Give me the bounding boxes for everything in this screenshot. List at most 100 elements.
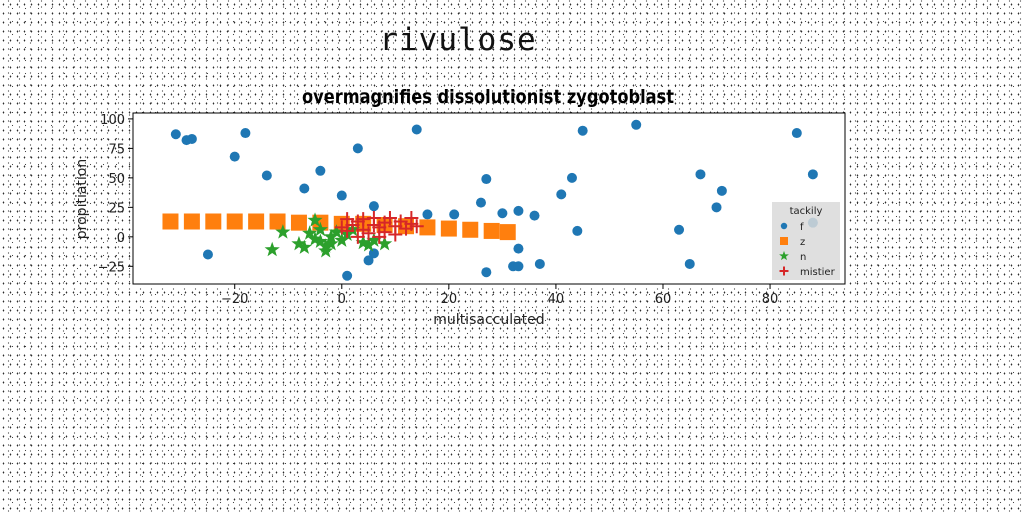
data-point: [462, 221, 479, 238]
legend-title: tackily: [790, 206, 823, 217]
legend-marker: [779, 266, 789, 276]
data-point: [475, 197, 486, 208]
x-axis-label: multisacculated: [433, 312, 544, 328]
data-point: [393, 214, 408, 229]
data-point: [318, 242, 334, 258]
data-point: [481, 174, 492, 185]
data-point: [299, 183, 310, 194]
data-point: [534, 258, 545, 269]
legend-label: z: [800, 237, 805, 248]
data-point: [366, 232, 382, 247]
y-axis: −25 0 25 50 75 100: [98, 113, 133, 275]
x-tick-label: 60: [655, 292, 672, 307]
y-tick-label: 100: [100, 113, 125, 128]
data-point: [499, 224, 516, 241]
legend-label: mistier: [800, 267, 836, 278]
data-point: [419, 219, 436, 236]
data-point: [368, 201, 379, 212]
legend-item: mistier: [779, 266, 836, 278]
data-point: [556, 189, 567, 200]
data-point: [382, 210, 397, 225]
data-point: [388, 227, 403, 242]
legend: tackily fzn mistier: [772, 202, 840, 280]
data-point: [202, 249, 213, 260]
data-point: [695, 169, 706, 180]
y-tick-label: 50: [108, 172, 125, 187]
data-point: [162, 213, 179, 230]
data-point: [577, 125, 588, 136]
y-tick-label: 25: [108, 201, 125, 216]
data-point: [631, 119, 642, 130]
data-point: [377, 225, 392, 240]
data-point: [302, 225, 318, 240]
data-point: [350, 229, 365, 244]
data-point: [366, 210, 381, 225]
y-axis-label: propitiation: [74, 159, 90, 239]
y-tick-label: 75: [108, 142, 125, 157]
data-point: [572, 225, 583, 236]
data-point: [361, 226, 376, 241]
chart-title: overmagnifies dissolutionist zygotoblast: [302, 86, 674, 108]
series-f: [170, 119, 818, 281]
legend-marker: [780, 222, 788, 230]
data-point: [497, 208, 508, 219]
plot-background: [133, 113, 845, 284]
data-point: [336, 190, 347, 201]
data-point: [368, 248, 379, 259]
page-title: rivulose: [379, 22, 537, 58]
data-point: [360, 237, 377, 252]
data-point: [483, 222, 500, 239]
legend-marker: [780, 237, 788, 245]
data-point: [711, 202, 722, 213]
data-point: [363, 255, 374, 266]
data-point: [312, 233, 328, 249]
data-point: [307, 231, 323, 246]
data-point: [791, 128, 802, 139]
data-point: [409, 219, 424, 234]
legend-label: f: [800, 222, 804, 233]
data-point: [674, 224, 685, 235]
data-point: [449, 209, 460, 220]
legend-item: f: [780, 222, 804, 233]
data-point: [183, 213, 200, 230]
data-point: [248, 213, 265, 230]
data-point: [186, 133, 197, 144]
data-point: [290, 214, 307, 231]
data-point: [269, 213, 286, 230]
data-point: [170, 129, 181, 140]
data-point: [205, 213, 222, 230]
legend-item: n: [779, 250, 806, 263]
x-tick-label: 0: [338, 292, 346, 307]
data-point: [404, 210, 419, 225]
x-tick-label: 80: [762, 292, 779, 307]
legend-label: n: [800, 252, 806, 263]
data-point: [296, 239, 312, 254]
x-axis: −20 0 20 40 60 80: [221, 284, 778, 307]
data-point: [513, 243, 524, 254]
data-point: [807, 169, 818, 180]
plot-frame: [132, 112, 846, 285]
data-point: [226, 213, 243, 230]
x-tick-label: 20: [441, 292, 458, 307]
data-point: [356, 212, 371, 227]
data-point: [291, 235, 307, 251]
data-point: [261, 170, 272, 181]
data-point: [229, 151, 240, 162]
data-point: [323, 235, 339, 251]
plot-area: [133, 113, 845, 284]
data-point: [342, 270, 353, 281]
data-point: [716, 185, 727, 196]
x-tick-label: 40: [548, 292, 565, 307]
data-point: [352, 143, 363, 154]
data-point: [684, 258, 695, 269]
data-point: [377, 235, 393, 251]
x-tick-label: −20: [221, 292, 248, 307]
data-point: [566, 172, 577, 183]
data-point: [411, 124, 422, 135]
data-point: [440, 220, 457, 237]
data-point: [481, 267, 492, 278]
data-point: [328, 224, 345, 239]
y-tick-label: −25: [98, 260, 125, 275]
legend-marker: [779, 250, 789, 261]
series-mistier: [334, 210, 424, 244]
